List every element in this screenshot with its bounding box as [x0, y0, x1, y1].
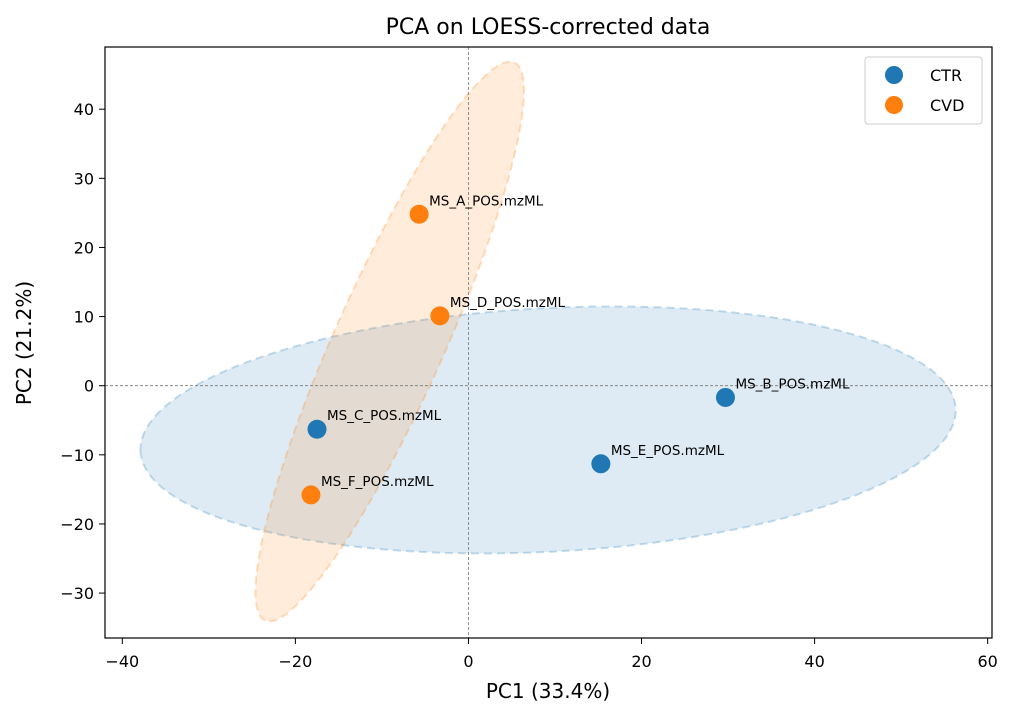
plot-frame — [104, 46, 993, 639]
ellipse-cvd — [254, 60, 525, 623]
point-label: MS_E_POS.mzML — [611, 443, 725, 459]
y-tick-label: 0 — [84, 377, 94, 396]
legend-marker-ctr — [885, 66, 903, 84]
point-cvd — [430, 306, 450, 326]
point-label: MS_D_POS.mzML — [450, 295, 566, 311]
x-tick-label: 40 — [804, 652, 824, 671]
legend-label-cvd: CVD — [930, 96, 964, 115]
legend: CTR CVD — [864, 56, 983, 125]
legend-marker-cvd — [885, 96, 903, 114]
point-label: MS_F_POS.mzML — [321, 474, 434, 490]
confidence-ellipses — [139, 60, 957, 623]
legend-label-ctr: CTR — [930, 66, 962, 85]
point-ctr — [715, 387, 735, 407]
x-axis-title: PC1 (33.4%) — [486, 679, 610, 703]
y-tick-label: −10 — [60, 446, 94, 465]
x-axis-ticks: −40 −20 0 20 40 60 — [105, 638, 998, 671]
y-tick-label: 30 — [74, 169, 94, 188]
y-axis-title: PC2 (21.2%) — [12, 281, 36, 405]
y-tick-label: 20 — [74, 238, 94, 257]
x-tick-label: 60 — [977, 652, 997, 671]
y-tick-label: 10 — [74, 308, 94, 327]
point-ctr — [591, 454, 611, 474]
x-tick-label: 0 — [463, 652, 473, 671]
y-tick-label: −30 — [60, 584, 94, 603]
data-points — [301, 204, 735, 505]
point-cvd — [301, 485, 321, 505]
point-label: MS_A_POS.mzML — [429, 193, 543, 209]
y-tick-label: 40 — [74, 100, 94, 119]
legend-box — [864, 56, 983, 125]
x-tick-label: −20 — [278, 652, 312, 671]
point-label: MS_B_POS.mzML — [735, 376, 849, 392]
x-tick-label: 20 — [631, 652, 651, 671]
y-axis-ticks: −30 −20 −10 0 10 20 30 40 — [60, 100, 105, 603]
ellipse-ctr — [139, 305, 957, 555]
reference-lines — [105, 47, 992, 638]
x-tick-label: −40 — [105, 652, 139, 671]
point-cvd — [409, 204, 429, 224]
point-labels: MS_B_POS.mzML MS_C_POS.mzML MS_E_POS.mzML M… — [321, 193, 850, 490]
y-tick-label: −20 — [60, 515, 94, 534]
point-label: MS_C_POS.mzML — [327, 408, 442, 424]
chart-title: PCA on LOESS-corrected data — [386, 15, 711, 40]
point-ctr — [307, 419, 327, 439]
